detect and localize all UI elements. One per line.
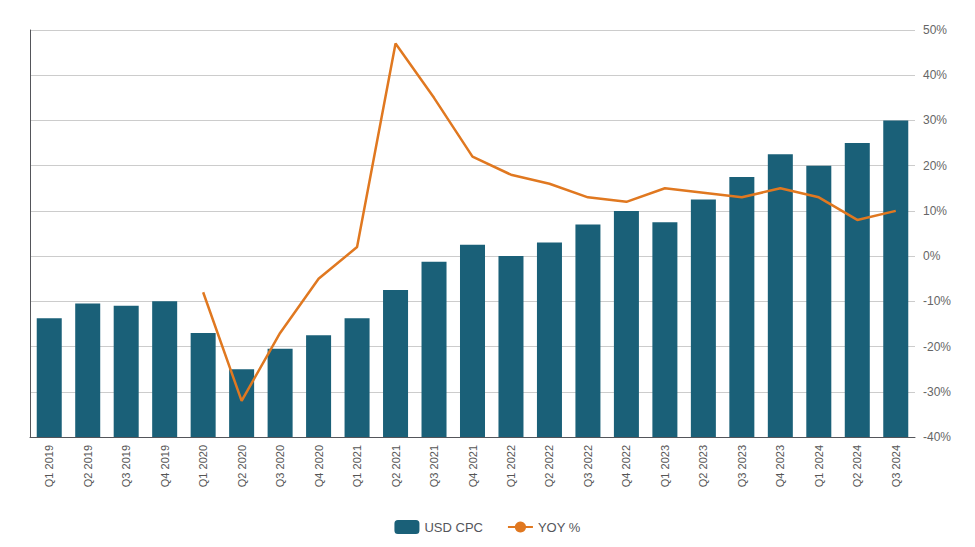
svg-text:Q1 2024: Q1 2024	[813, 445, 825, 487]
svg-text:Q4 2019: Q4 2019	[159, 445, 171, 487]
svg-text:Q3 2024: Q3 2024	[890, 445, 902, 487]
svg-text:Q2 2023: Q2 2023	[697, 445, 709, 487]
svg-text:Q1 2022: Q1 2022	[505, 445, 517, 487]
svg-text:Q2 2022: Q2 2022	[543, 445, 555, 487]
svg-text:Q3 2022: Q3 2022	[582, 445, 594, 487]
svg-text:Q1 2019: Q1 2019	[43, 445, 55, 487]
svg-text:Q2 2024: Q2 2024	[851, 445, 863, 487]
svg-text:-20%: -20%	[923, 340, 951, 354]
svg-text:Q4 2023: Q4 2023	[774, 445, 786, 487]
svg-text:Q2 2021: Q2 2021	[390, 445, 402, 487]
svg-text:Q3 2023: Q3 2023	[736, 445, 748, 487]
svg-text:Q3 2019: Q3 2019	[120, 445, 132, 487]
svg-text:Q4 2020: Q4 2020	[313, 445, 325, 487]
svg-text:Q1 2020: Q1 2020	[197, 445, 209, 487]
svg-text:40%: 40%	[923, 68, 947, 82]
svg-text:Q1 2021: Q1 2021	[351, 445, 363, 487]
svg-text:Q4 2021: Q4 2021	[467, 445, 479, 487]
svg-text:YOY %: YOY %	[538, 520, 581, 535]
svg-text:USD CPC: USD CPC	[424, 520, 483, 535]
svg-text:Q3 2021: Q3 2021	[428, 445, 440, 487]
svg-text:-40%: -40%	[923, 430, 951, 444]
svg-text:20%: 20%	[923, 159, 947, 173]
svg-text:Q2 2019: Q2 2019	[82, 445, 94, 487]
svg-text:Q1 2023: Q1 2023	[659, 445, 671, 487]
svg-text:Q2 2020: Q2 2020	[236, 445, 248, 487]
svg-text:Q4 2022: Q4 2022	[620, 445, 632, 487]
svg-text:50%: 50%	[923, 23, 947, 37]
svg-text:0%: 0%	[923, 249, 941, 263]
svg-text:Q3 2020: Q3 2020	[274, 445, 286, 487]
svg-text:-30%: -30%	[923, 385, 951, 399]
svg-text:30%: 30%	[923, 113, 947, 127]
svg-text:-10%: -10%	[923, 294, 951, 308]
svg-text:10%: 10%	[923, 204, 947, 218]
